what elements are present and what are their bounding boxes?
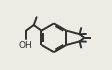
Text: OH: OH bbox=[18, 41, 32, 50]
